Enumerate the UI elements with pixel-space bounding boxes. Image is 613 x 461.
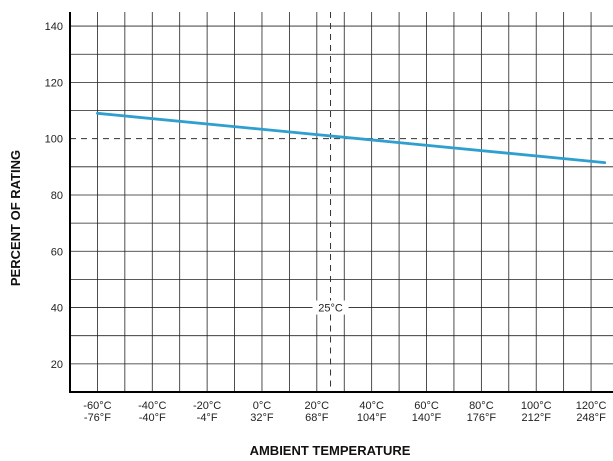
y-tick-label: 60	[51, 246, 63, 258]
reference-label-25c: 25°C	[318, 303, 343, 315]
x-tick-label-fahrenheit: 140°F	[412, 412, 442, 424]
tick-labels: 20 40 60 80 100 120 140 -60°C-76°F -40°C-40°F -20…	[45, 21, 607, 424]
x-tick-label-fahrenheit: 104°F	[357, 412, 387, 424]
x-tick-label-celsius: 0°C	[253, 400, 272, 412]
x-tick-label-fahrenheit: 68°F	[305, 412, 329, 424]
y-tick-label: 100	[45, 134, 63, 146]
x-tick-label-fahrenheit: 248°F	[576, 412, 606, 424]
x-tick-label-celsius: -20°C	[193, 400, 221, 412]
y-tick-label: 40	[51, 303, 63, 315]
x-tick-label-celsius: 80°C	[469, 400, 494, 412]
x-tick-label-celsius: 100°C	[521, 400, 552, 412]
x-tick-label-celsius: -40°C	[138, 400, 166, 412]
x-tick-label-celsius: -60°C	[83, 400, 111, 412]
y-tick-label: 80	[51, 190, 63, 202]
x-tick-label-fahrenheit: -40°F	[139, 412, 166, 424]
x-tick-label-celsius: 120°C	[576, 400, 607, 412]
y-axis-title: PERCENT OF RATING	[8, 150, 23, 286]
x-tick-label-fahrenheit: -76°F	[84, 412, 111, 424]
x-tick-label-fahrenheit: 212°F	[521, 412, 551, 424]
x-tick-label-fahrenheit: 176°F	[467, 412, 497, 424]
x-tick-label-fahrenheit: -4°F	[197, 412, 218, 424]
x-axis-title: AMBIENT TEMPERATURE	[250, 443, 411, 458]
grid	[69, 12, 613, 393]
x-tick-label-celsius: 40°C	[359, 400, 384, 412]
x-tick-label-fahrenheit: 32°F	[250, 412, 274, 424]
axes	[69, 12, 613, 393]
x-tick-label-celsius: 60°C	[414, 400, 439, 412]
y-tick-label: 20	[51, 359, 63, 371]
y-tick-label: 140	[45, 21, 63, 33]
series-layer	[96, 111, 607, 164]
reference-lines: 25°C	[70, 12, 613, 392]
reference-label-background	[312, 300, 349, 315]
x-tick-label-celsius: 20°C	[305, 400, 330, 412]
y-tick-label: 120	[45, 77, 63, 89]
series-line	[96, 111, 607, 164]
